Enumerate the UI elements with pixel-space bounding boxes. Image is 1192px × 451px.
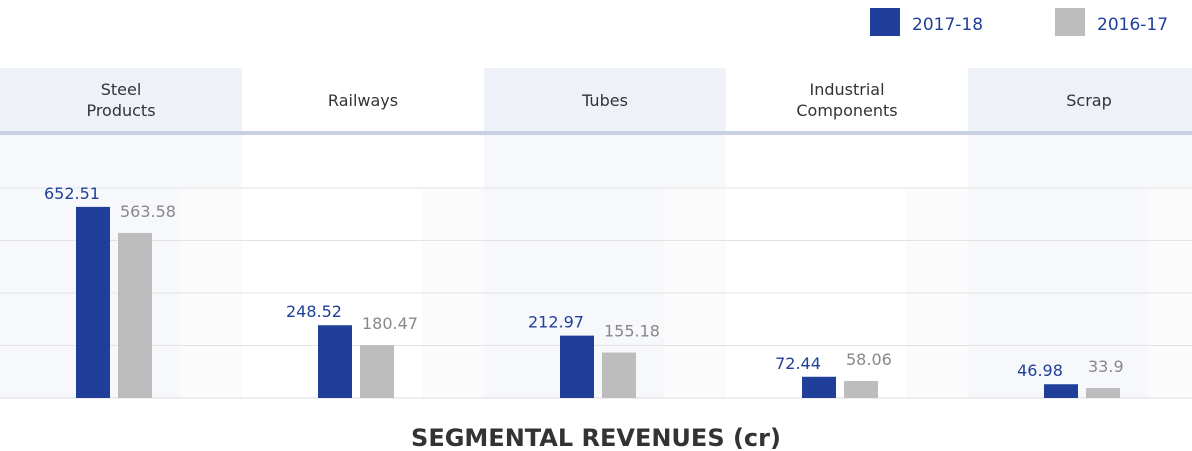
- value-label: 72.44: [775, 354, 821, 373]
- bar: [360, 345, 394, 398]
- legend-swatch: [870, 8, 900, 36]
- header-shade: [968, 68, 1192, 131]
- value-label: 33.9: [1088, 357, 1124, 376]
- legend-label: 2016-17: [1097, 15, 1168, 35]
- bar: [118, 232, 152, 398]
- value-label: 248.52: [286, 302, 342, 321]
- bar: [560, 335, 594, 398]
- header-shade: [484, 68, 726, 131]
- value-label: 155.18: [604, 322, 660, 341]
- category-label: Tubes: [582, 90, 628, 110]
- bar: [1086, 388, 1120, 398]
- bar: [76, 206, 110, 398]
- legend-swatch: [1055, 8, 1085, 36]
- header-shade: [0, 68, 242, 131]
- value-label: 212.97: [528, 313, 584, 332]
- legend-label: 2017-18: [912, 15, 983, 35]
- bar: [602, 352, 636, 398]
- header-rule: [0, 131, 1192, 135]
- background: [0, 68, 1192, 398]
- category-label: Scrap: [1066, 90, 1112, 110]
- bar: [1044, 384, 1078, 398]
- value-label: 652.51: [44, 184, 100, 203]
- chart-title: SEGMENTAL REVENUES (cr): [411, 424, 781, 451]
- category-label: Industrial Components: [796, 80, 898, 120]
- value-label: 563.58: [120, 202, 176, 221]
- bar: [802, 376, 836, 398]
- grid: [0, 187, 1192, 399]
- value-label: 46.98: [1017, 361, 1063, 380]
- bar: [318, 325, 352, 398]
- bar: [844, 380, 878, 398]
- category-label: Steel Products: [86, 80, 156, 120]
- value-label: 58.06: [846, 350, 892, 369]
- value-label: 180.47: [362, 314, 418, 333]
- category-label: Railways: [327, 90, 399, 110]
